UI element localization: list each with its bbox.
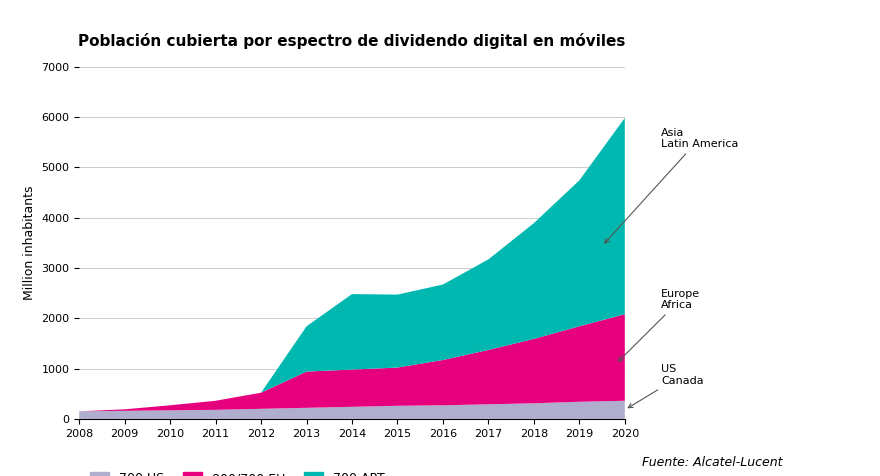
Text: Asia
Latin America: Asia Latin America: [605, 128, 738, 243]
Text: Población cubierta por espectro de dividendo digital en móviles: Población cubierta por espectro de divid…: [78, 33, 626, 50]
Y-axis label: Million inhabitants: Million inhabitants: [23, 186, 36, 300]
Legend: 700 US, 800/700 EU, 700 APT: 700 US, 800/700 EU, 700 APT: [85, 467, 389, 476]
Text: US
Canada: US Canada: [628, 364, 704, 408]
Text: Europe
Africa: Europe Africa: [619, 288, 700, 361]
Text: Fuente: Alcatel-Lucent: Fuente: Alcatel-Lucent: [642, 456, 783, 469]
